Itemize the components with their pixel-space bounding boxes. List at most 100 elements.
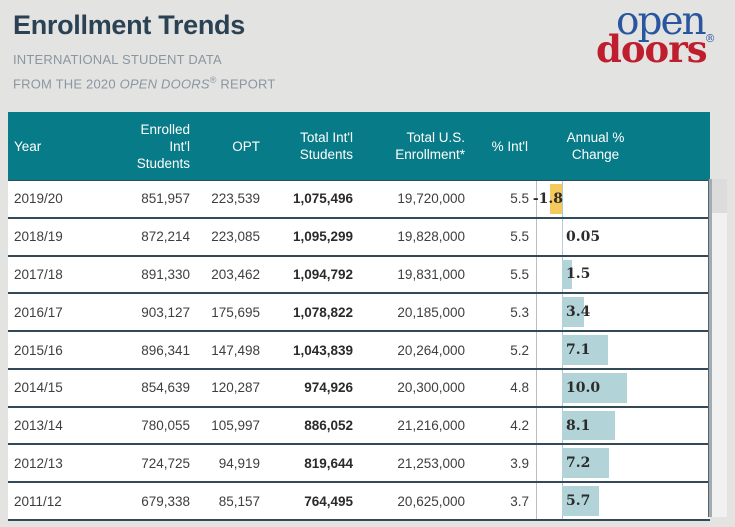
cell-total-us-enrollment: 19,720,000	[361, 181, 473, 217]
annual-change-value: 8.1	[566, 418, 590, 434]
cell-total-us-enrollment: 20,300,000	[361, 370, 473, 406]
cell-annual-pct-change: -1.8	[536, 181, 710, 217]
cell-total-us-enrollment: 20,264,000	[361, 332, 473, 368]
page: { "header": { "title": "Enrollment Trend…	[0, 0, 735, 527]
column-header-opt: OPT	[198, 112, 268, 180]
column-header-total-us-enrollment: Total U.S.Enrollment*	[361, 112, 473, 180]
table-row: 2013/14780,055105,997886,05221,216,0004.…	[8, 408, 710, 446]
annual-change-value: 7.1	[566, 342, 590, 358]
annual-change-value: -1.8	[533, 191, 563, 207]
open-doors-logo: open® doors	[596, 2, 732, 68]
cell-opt: 175,695	[198, 294, 268, 330]
cell-annual-pct-change: 1.5	[536, 257, 710, 293]
cell-annual-pct-change: 5.7	[536, 483, 710, 519]
cell-pct-intl: 5.5	[473, 219, 536, 255]
table-header-row: YearEnrolledInt'lStudentsOPTTotal Int'lS…	[8, 112, 710, 180]
cell-total-us-enrollment: 21,216,000	[361, 408, 473, 444]
cell-annual-pct-change: 0.05	[536, 219, 710, 255]
cell-pct-intl: 4.8	[473, 370, 536, 406]
cell-opt: 105,997	[198, 408, 268, 444]
cell-total-us-enrollment: 19,831,000	[361, 257, 473, 293]
cell-pct-intl: 3.9	[473, 445, 536, 481]
vertical-scrollbar[interactable]	[712, 179, 727, 517]
table-row: 2017/18891,330203,4621,094,79219,831,000…	[8, 257, 710, 295]
cell-year: 2018/19	[8, 219, 122, 255]
subtitle-line-1: INTERNATIONAL STUDENT DATA	[13, 50, 276, 70]
cell-year: 2012/13	[8, 445, 122, 481]
cell-pct-intl: 5.2	[473, 332, 536, 368]
enrollment-table: YearEnrolledInt'lStudentsOPTTotal Int'lS…	[8, 112, 710, 521]
cell-total-intl-students: 886,052	[268, 408, 361, 444]
cell-enrolled-intl-students: 891,330	[122, 257, 198, 293]
cell-year: 2014/15	[8, 370, 122, 406]
cell-enrolled-intl-students: 854,639	[122, 370, 198, 406]
cell-annual-pct-change: 10.0	[536, 370, 710, 406]
cell-total-intl-students: 819,644	[268, 445, 361, 481]
cell-total-us-enrollment: 19,828,000	[361, 219, 473, 255]
scrollbar-thumb[interactable]	[712, 179, 727, 213]
table-row: 2014/15854,639120,287974,92620,300,0004.…	[8, 370, 710, 408]
subtitle-line-2: FROM THE 2020 OPEN DOORS® REPORT	[13, 70, 276, 94]
cell-annual-pct-change: 3.4	[536, 294, 710, 330]
annual-change-value: 0.05	[566, 229, 600, 245]
cell-total-intl-students: 1,078,822	[268, 294, 361, 330]
annual-change-value: 5.7	[566, 493, 590, 509]
cell-year: 2017/18	[8, 257, 122, 293]
cell-total-intl-students: 1,095,299	[268, 219, 361, 255]
cell-opt: 223,539	[198, 181, 268, 217]
registered-mark: ®	[210, 75, 217, 85]
cell-year: 2013/14	[8, 408, 122, 444]
cell-pct-intl: 5.3	[473, 294, 536, 330]
cell-total-us-enrollment: 20,185,000	[361, 294, 473, 330]
cell-annual-pct-change: 7.1	[536, 332, 710, 368]
cell-year: 2011/12	[8, 483, 122, 519]
cell-enrolled-intl-students: 724,725	[122, 445, 198, 481]
table-row: 2011/12679,33885,157764,49520,625,0003.7…	[8, 483, 710, 521]
table-row: 2019/20851,957223,5391,075,49619,720,000…	[8, 181, 710, 219]
cell-opt: 223,085	[198, 219, 268, 255]
cell-pct-intl: 4.2	[473, 408, 536, 444]
table-row: 2015/16896,341147,4981,043,83920,264,000…	[8, 332, 710, 370]
cell-opt: 203,462	[198, 257, 268, 293]
cell-pct-intl: 5.5	[473, 257, 536, 293]
annual-change-value: 1.5	[566, 266, 590, 282]
column-header-year: Year	[8, 112, 122, 180]
column-header-annual-pct-change: Annual %Change	[536, 112, 710, 180]
page-title: Enrollment Trends	[13, 10, 245, 41]
cell-opt: 85,157	[198, 483, 268, 519]
cell-annual-pct-change: 8.1	[536, 408, 710, 444]
cell-total-intl-students: 1,075,496	[268, 181, 361, 217]
annual-change-value: 10.0	[566, 380, 600, 396]
annual-change-bar	[562, 222, 563, 252]
cell-total-us-enrollment: 20,625,000	[361, 483, 473, 519]
annual-change-value: 3.4	[566, 304, 590, 320]
cell-year: 2016/17	[8, 294, 122, 330]
cell-enrolled-intl-students: 903,127	[122, 294, 198, 330]
cell-total-intl-students: 974,926	[268, 370, 361, 406]
column-header-enrolled-intl-students: EnrolledInt'lStudents	[122, 112, 198, 180]
cell-total-intl-students: 764,495	[268, 483, 361, 519]
table-row: 2016/17903,127175,6951,078,82220,185,000…	[8, 294, 710, 332]
column-header-pct-intl: % Int'l	[473, 112, 536, 180]
cell-enrolled-intl-students: 896,341	[122, 332, 198, 368]
cell-total-us-enrollment: 21,253,000	[361, 445, 473, 481]
cell-total-intl-students: 1,094,792	[268, 257, 361, 293]
cell-opt: 120,287	[198, 370, 268, 406]
cell-annual-pct-change: 7.2	[536, 445, 710, 481]
cell-enrolled-intl-students: 872,214	[122, 219, 198, 255]
cell-opt: 94,919	[198, 445, 268, 481]
table-body: 2019/20851,957223,5391,075,49619,720,000…	[8, 180, 710, 521]
column-header-total-intl-students: Total Int'lStudents	[268, 112, 361, 180]
cell-enrolled-intl-students: 851,957	[122, 181, 198, 217]
annual-change-value: 7.2	[566, 455, 590, 471]
cell-pct-intl: 5.5	[473, 181, 536, 217]
cell-total-intl-students: 1,043,839	[268, 332, 361, 368]
table-row: 2012/13724,72594,919819,64421,253,0003.9…	[8, 445, 710, 483]
report-subtitle: INTERNATIONAL STUDENT DATA FROM THE 2020…	[13, 50, 276, 94]
cell-opt: 147,498	[198, 332, 268, 368]
cell-pct-intl: 3.7	[473, 483, 536, 519]
cell-enrolled-intl-students: 780,055	[122, 408, 198, 444]
cell-year: 2019/20	[8, 181, 122, 217]
cell-enrolled-intl-students: 679,338	[122, 483, 198, 519]
cell-year: 2015/16	[8, 332, 122, 368]
